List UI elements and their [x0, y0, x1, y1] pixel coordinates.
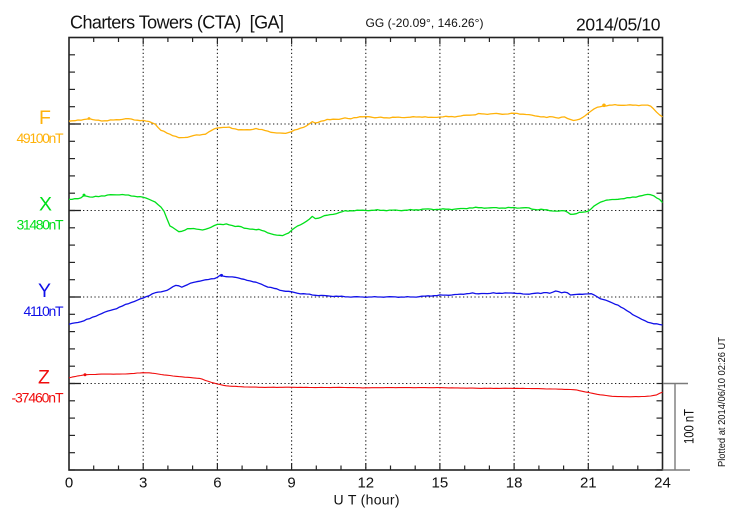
svg-text:3: 3: [139, 475, 147, 492]
svg-text:U T (hour): U T (hour): [334, 491, 400, 507]
svg-text:100 nT: 100 nT: [680, 409, 696, 444]
svg-text:18: 18: [506, 475, 523, 492]
svg-text:X: X: [39, 194, 52, 216]
svg-text:12: 12: [357, 475, 374, 492]
svg-text:Z: Z: [38, 367, 50, 389]
svg-text:F: F: [39, 107, 51, 129]
svg-text:15: 15: [432, 475, 449, 492]
svg-text:24: 24: [654, 475, 671, 492]
svg-text:31480nT: 31480nT: [17, 217, 64, 233]
svg-text:6: 6: [213, 475, 221, 492]
svg-text:Charters Towers (CTA) [GA]: Charters Towers (CTA) [GA]: [70, 13, 284, 33]
svg-text:4110nT: 4110nT: [24, 303, 64, 319]
svg-text:GG (-20.09°, 146.26°): GG (-20.09°, 146.26°): [366, 16, 484, 30]
svg-text:21: 21: [580, 475, 597, 492]
svg-text:Y: Y: [38, 280, 51, 302]
svg-text:2014/05/10: 2014/05/10: [576, 14, 661, 34]
svg-text:0: 0: [65, 475, 73, 492]
svg-text:Plotted at 2014/06/10 02:26 UT: Plotted at 2014/06/10 02:26 UT: [717, 337, 728, 467]
svg-text:9: 9: [287, 475, 295, 492]
svg-text:-37460nT: -37460nT: [12, 390, 64, 406]
svg-text:49100nT: 49100nT: [17, 130, 64, 146]
